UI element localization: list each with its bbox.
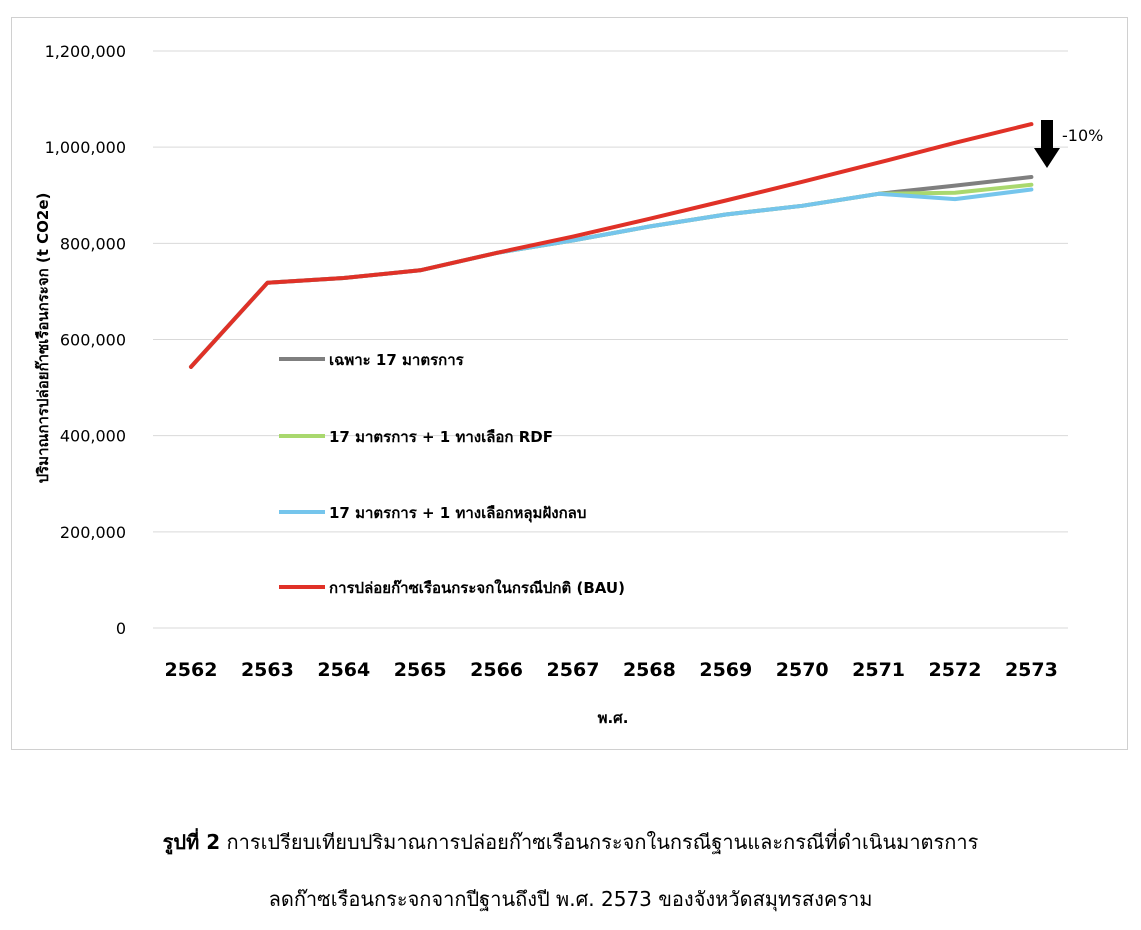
- y-tick-label: 200,000: [60, 523, 126, 542]
- annotation-text: -10%: [1062, 126, 1103, 145]
- line-chart: 0 200,000 400,000 600,000 800,000 1,000,000 1,…: [34, 42, 1103, 727]
- x-tick-label: 2572: [929, 659, 982, 681]
- x-tick-label: 2570: [776, 659, 829, 681]
- annotation: -10%: [1034, 120, 1103, 168]
- series-line-3: [189, 122, 1034, 369]
- gridlines: [153, 50, 1068, 629]
- y-axis-title: ปริมาณการปล่อยก๊าซเรือนกระจก (t CO2e): [34, 193, 52, 484]
- x-tick-label: 2562: [165, 659, 218, 681]
- x-tick-label: 2565: [394, 659, 447, 681]
- caption-label: รูปที่ 2: [162, 830, 221, 854]
- series-lines: [189, 122, 1034, 369]
- y-axis-ticks: 0 200,000 400,000 600,000 800,000 1,000,000 1,…: [45, 42, 126, 638]
- y-tick-label: 600,000: [60, 331, 126, 350]
- legend-label: 17 มาตรการ + 1 ทางเลือกหลุมฝังกลบ: [329, 504, 586, 523]
- x-tick-label: 2569: [699, 659, 752, 681]
- x-axis-ticks: 2562 2563 2564 2565 2566 2567 2568 2569 2570 2571…: [165, 659, 1058, 681]
- y-tick-label: 400,000: [60, 427, 126, 446]
- legend: เฉพาะ 17 มาตรการ 17 มาตรการ + 1 ทางเลือก …: [279, 351, 625, 597]
- down-arrow-icon: [1034, 120, 1060, 168]
- x-tick-label: 2571: [852, 659, 905, 681]
- y-tick-label: 800,000: [60, 234, 126, 253]
- x-tick-label: 2563: [241, 659, 294, 681]
- x-tick-label: 2566: [470, 659, 523, 681]
- caption-line-1: รูปที่ 2 การเปรียบเทียบปริมาณการปล่อยก๊า…: [0, 826, 1141, 858]
- x-tick-label: 2564: [317, 659, 370, 681]
- caption-line-2: ลดก๊าซเรือนกระจกจากปีฐานถึงปี พ.ศ. 2573 …: [268, 887, 873, 911]
- chart-frame: [11, 17, 1128, 750]
- x-tick-label: 2568: [623, 659, 676, 681]
- caption-text-1: การเปรียบเทียบปริมาณการปล่อยก๊าซเรือนกระ…: [226, 830, 979, 854]
- series-line-0: [189, 175, 1034, 369]
- x-tick-label: 2567: [547, 659, 600, 681]
- x-tick-label: 2573: [1005, 659, 1058, 681]
- y-tick-label: 1,000,000: [45, 138, 126, 157]
- y-tick-label: 0: [116, 619, 126, 638]
- legend-label: การปล่อยก๊าซเรือนกระจกในกรณีปกติ (BAU): [329, 579, 625, 597]
- legend-label: เฉพาะ 17 มาตรการ: [329, 351, 465, 369]
- y-tick-label: 1,200,000: [45, 42, 126, 61]
- x-axis-title: พ.ศ.: [598, 709, 629, 727]
- legend-label: 17 มาตรการ + 1 ทางเลือก RDF: [329, 428, 553, 446]
